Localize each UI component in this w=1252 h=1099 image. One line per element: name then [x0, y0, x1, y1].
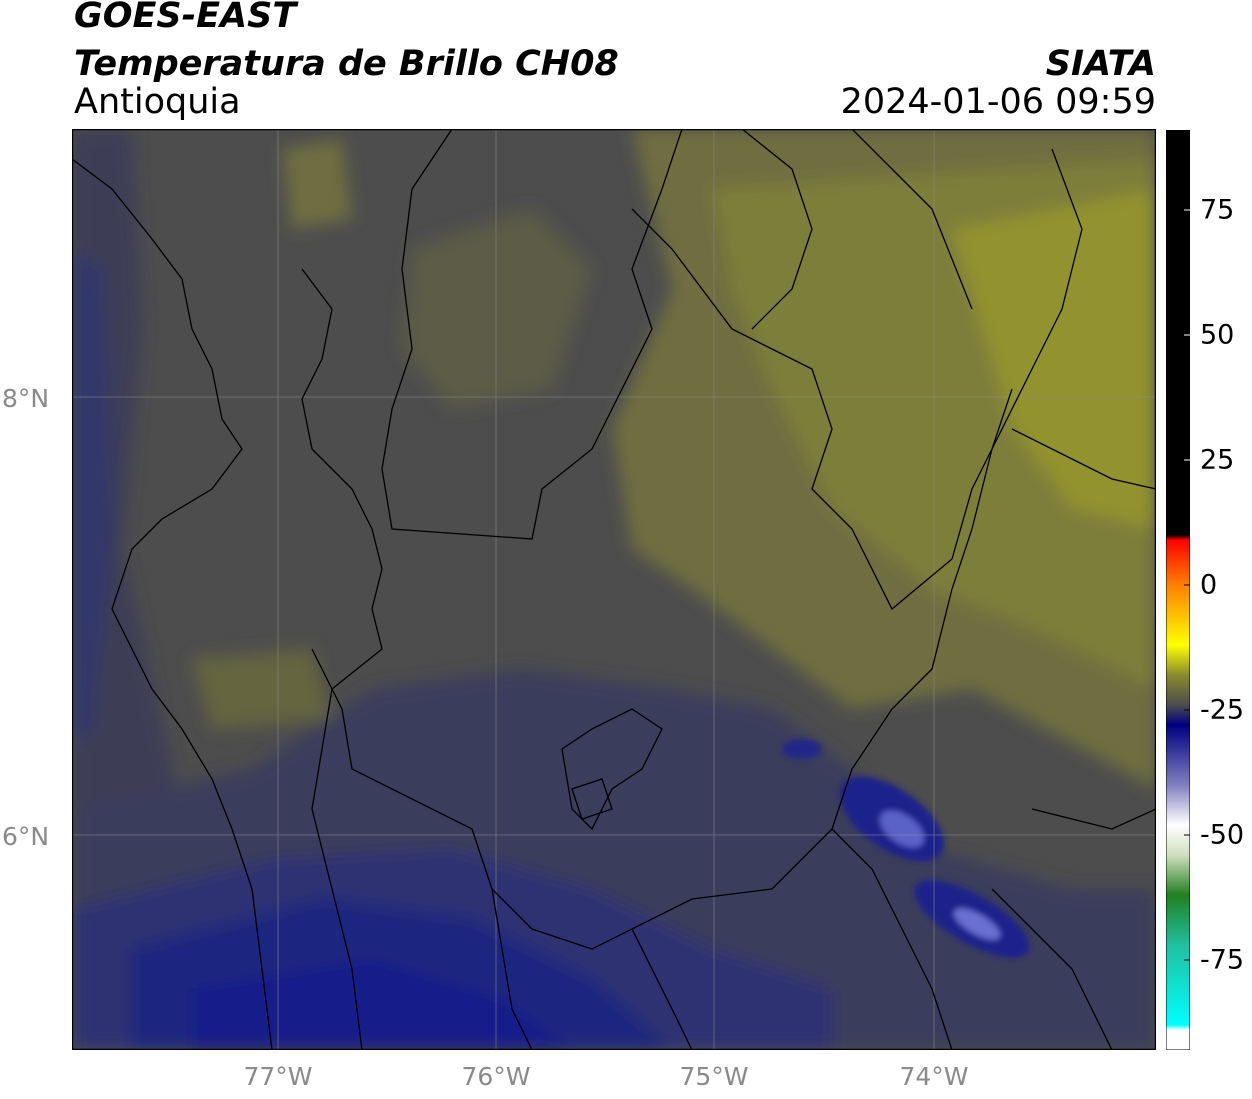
colorbar-ticks — [1184, 209, 1190, 961]
lon-label-76w: 76°W — [461, 1062, 531, 1091]
colorbar-gradient — [1166, 130, 1190, 1050]
satellite-title: GOES-EAST — [74, 0, 297, 36]
colorbar-tick-label: 50 — [1200, 319, 1235, 351]
colorbar-tick-label: 25 — [1200, 444, 1235, 476]
lat-label-6n: 6°N — [2, 822, 50, 851]
lon-label-77w: 77°W — [243, 1062, 313, 1091]
lon-label-75w: 75°W — [679, 1062, 749, 1091]
colorbar-tick-label: -75 — [1200, 944, 1245, 976]
timestamp-label: 2024-01-06 09:59 — [840, 82, 1156, 122]
colorbar-tick-label: 75 — [1200, 194, 1235, 226]
region-label: Antioquia — [74, 82, 241, 122]
temperature-colorbar — [1166, 130, 1190, 1050]
colorbar-tick-label: -50 — [1200, 819, 1245, 851]
colorbar-tick-label: -25 — [1200, 694, 1245, 726]
convective-cores — [782, 739, 1030, 958]
admin-boundaries — [72, 129, 1156, 1050]
lat-label-8n: 8°N — [2, 384, 50, 413]
grid-lines — [72, 129, 1156, 1050]
organization-label: SIATA — [1045, 44, 1156, 84]
map-frame — [72, 129, 1156, 1050]
satellite-map[interactable] — [72, 129, 1156, 1050]
colorbar-tick-label: 0 — [1200, 569, 1218, 601]
lon-label-74w: 74°W — [899, 1062, 969, 1091]
product-title: Temperatura de Brillo CH08 — [74, 44, 619, 84]
